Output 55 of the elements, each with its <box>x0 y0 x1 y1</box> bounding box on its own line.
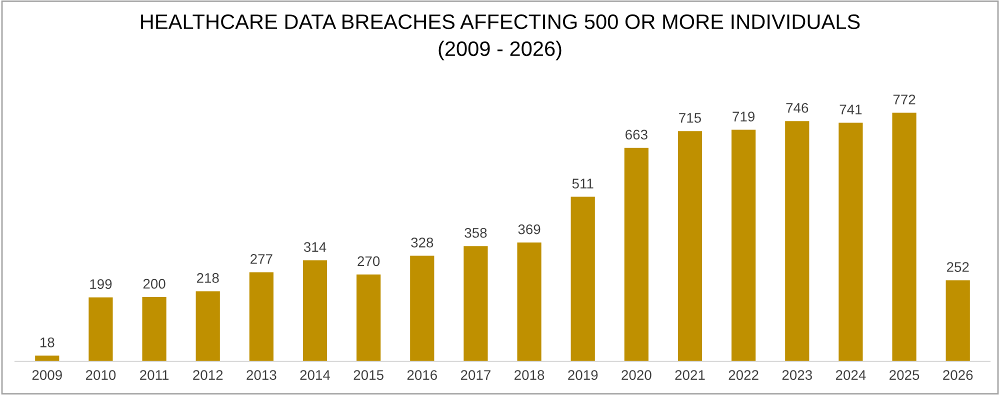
x-tick-label: 2017 <box>460 370 490 380</box>
bar <box>624 148 648 362</box>
data-label: 328 <box>411 238 434 248</box>
bar <box>88 297 113 362</box>
bar <box>732 130 756 362</box>
bar <box>570 196 595 362</box>
data-label: 746 <box>786 102 808 113</box>
x-tick-label: 2016 <box>407 370 437 380</box>
data-label: 715 <box>679 113 702 123</box>
x-tick-label: 2011 <box>140 370 169 380</box>
bar <box>249 272 274 362</box>
data-label: 741 <box>840 104 862 114</box>
data-label: 277 <box>250 254 272 264</box>
data-label: 200 <box>143 278 166 289</box>
bar <box>35 356 60 362</box>
bar <box>410 256 434 362</box>
x-tick-label: 2023 <box>782 370 812 380</box>
x-tick-label: 2020 <box>622 370 652 380</box>
x-tick-label: 2026 <box>943 370 973 380</box>
x-tick-label: 2014 <box>300 370 330 380</box>
bar <box>785 121 810 362</box>
bar <box>946 280 970 362</box>
x-tick-label: 2022 <box>728 370 758 380</box>
x-tick-label: 2013 <box>246 370 276 380</box>
data-label: 511 <box>572 178 594 189</box>
x-tick-label: 2015 <box>354 370 384 380</box>
bar <box>838 122 863 362</box>
data-label: 719 <box>732 112 754 122</box>
x-tick-label: 2025 <box>890 370 920 380</box>
data-label: 252 <box>946 262 969 272</box>
bar <box>678 131 702 362</box>
x-tick-label: 2024 <box>836 370 866 380</box>
bar <box>356 274 381 362</box>
data-label: 369 <box>518 224 540 234</box>
x-tick-label: 2019 <box>568 370 598 380</box>
data-label: 218 <box>196 273 219 283</box>
bar <box>892 112 916 362</box>
x-tick-label: 2012 <box>193 370 223 380</box>
data-label: 358 <box>464 228 487 238</box>
data-label: 18 <box>40 337 54 348</box>
x-tick-label: 2010 <box>86 370 116 380</box>
bar <box>196 291 220 362</box>
bar <box>142 296 166 362</box>
data-label: 314 <box>304 242 326 252</box>
data-label: 270 <box>358 256 380 266</box>
data-label: 663 <box>626 130 648 140</box>
bar <box>517 242 542 362</box>
x-tick-label: 2009 <box>32 370 62 380</box>
bar <box>464 246 488 362</box>
x-tick-label: 2018 <box>514 370 544 380</box>
x-tick-label: 2021 <box>675 370 705 380</box>
data-label: 199 <box>90 279 112 290</box>
data-label: 772 <box>893 94 916 104</box>
bar <box>302 260 328 362</box>
chart-title: HEALTHCARE DATA BREACHES AFFECTING 500 OR MORE INDIVIDUALS (2009 - 2026) <box>141 14 860 60</box>
